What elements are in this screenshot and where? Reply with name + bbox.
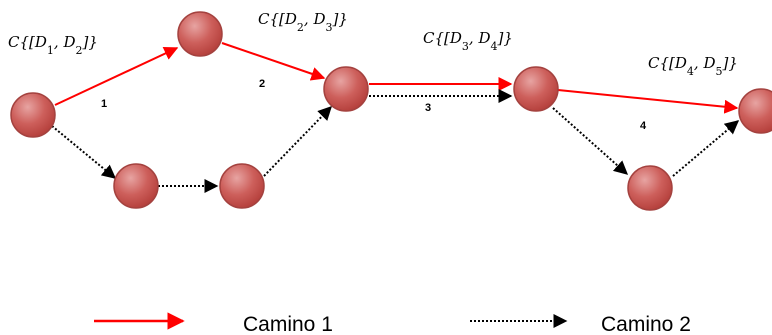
path-1-edge-n4-n8 <box>557 89 739 114</box>
node-n3 <box>323 66 369 112</box>
segment-label-3: 3 <box>425 102 431 114</box>
cost-label-4-text: C{[D4, D5]} <box>648 54 738 78</box>
segment-label-4: 4 <box>640 120 647 132</box>
segment-label-1: 1 <box>101 98 107 110</box>
cost-label-4: C{[D4, D5]} <box>648 54 738 78</box>
node-n6 <box>219 163 265 209</box>
nodes <box>10 11 772 211</box>
path-2-edge-n6-n3 <box>263 105 332 177</box>
node-n4 <box>513 66 559 112</box>
cost-label-3-text: C{[D3, D4]} <box>423 29 513 53</box>
node-n5 <box>113 163 159 209</box>
node-n1 <box>10 92 56 138</box>
path-2-edge-n7-n8 <box>672 120 740 177</box>
segment-label-2: 2 <box>259 78 265 90</box>
node-n2 <box>177 11 223 57</box>
legend: Camino 1 Camino 2 <box>94 312 691 335</box>
path-1-edges <box>54 42 739 114</box>
path-2-edge-n1-n5 <box>51 125 117 179</box>
legend-path-1-label: Camino 1 <box>243 313 333 335</box>
cost-label-2-text: C{[D2, D3]} <box>258 10 348 34</box>
path-2-edge-n4-n7 <box>552 107 629 175</box>
node-n8 <box>738 88 772 134</box>
path-1-edge-n1-n2 <box>54 46 179 106</box>
cost-label-2: C{[D2, D3]} <box>258 10 348 34</box>
path-2-edges <box>51 89 740 193</box>
node-n7 <box>627 165 673 211</box>
path-1-edge-n2-n3 <box>221 42 326 81</box>
cost-label-1: C{[D1, D2]} <box>8 33 98 57</box>
cost-label-3: C{[D3, D4]} <box>423 29 513 53</box>
cost-label-1-text: C{[D1, D2]} <box>8 33 98 57</box>
legend-path-2-label: Camino 2 <box>601 313 691 335</box>
